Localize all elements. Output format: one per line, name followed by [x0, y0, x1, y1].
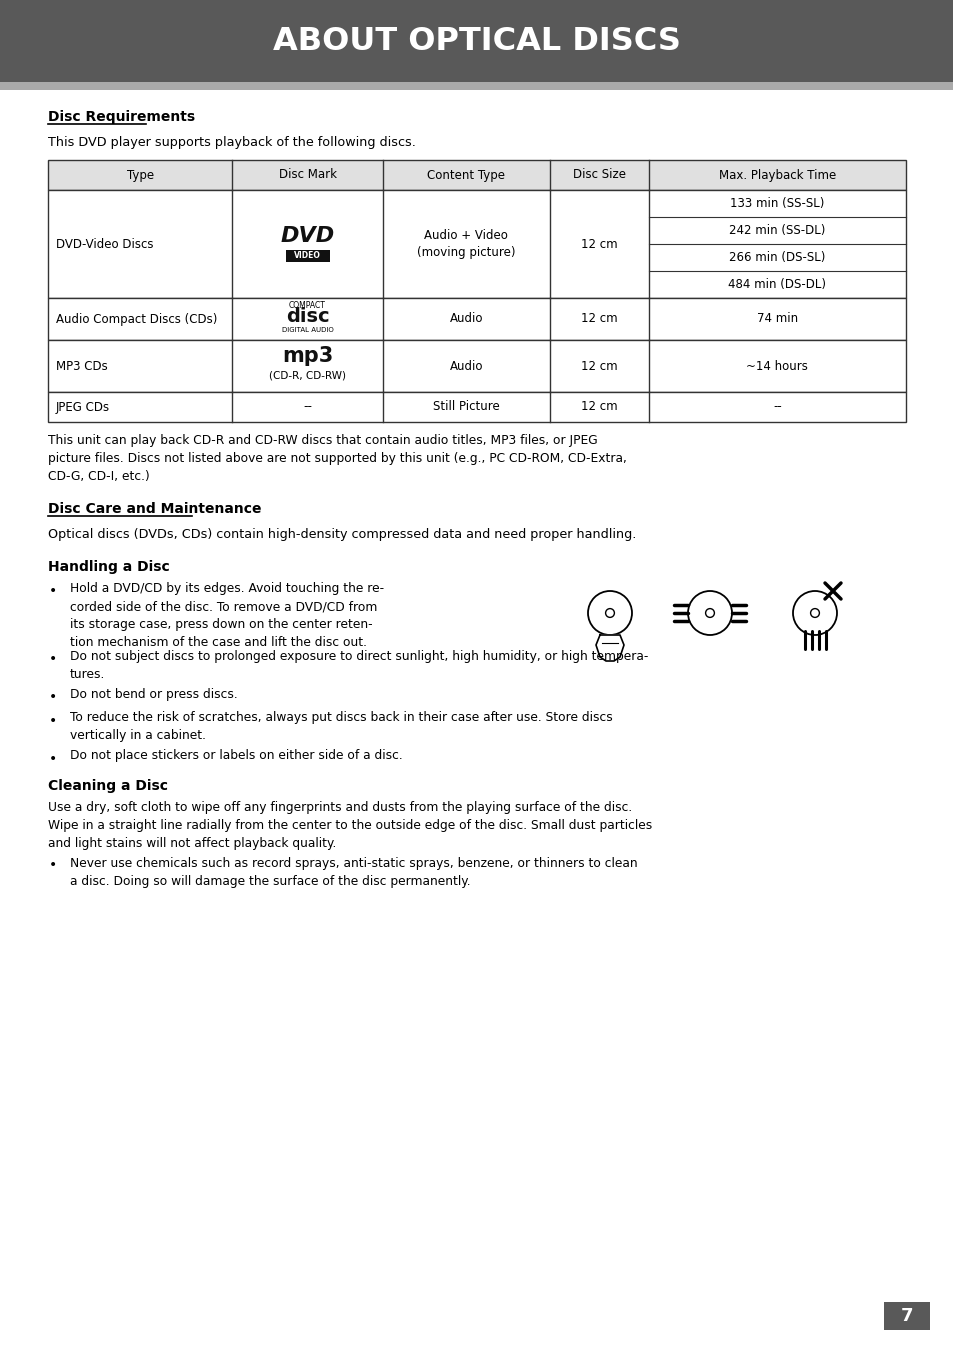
Bar: [48, 340, 905, 393]
Text: Do not place stickers or labels on either side of a disc.: Do not place stickers or labels on eithe…: [70, 750, 402, 762]
Text: This unit can play back CD-R and CD-RW discs that contain audio titles, MP3 file: This unit can play back CD-R and CD-RW d…: [48, 435, 626, 483]
Bar: [48, 298, 905, 340]
Text: Audio: Audio: [449, 313, 482, 325]
Bar: [48, 190, 905, 298]
Text: 133 min (SS-SL): 133 min (SS-SL): [729, 196, 823, 210]
Text: Never use chemicals such as record sprays, anti-static sprays, benzene, or thinn: Never use chemicals such as record spray…: [70, 857, 637, 887]
Text: Cleaning a Disc: Cleaning a Disc: [48, 779, 168, 793]
Text: MP3 CDs: MP3 CDs: [56, 360, 108, 372]
Text: disc: disc: [286, 307, 329, 326]
Text: 12 cm: 12 cm: [580, 313, 617, 325]
Text: mp3: mp3: [282, 347, 333, 366]
Text: 74 min: 74 min: [756, 313, 797, 325]
Text: (CD-R, CD-RW): (CD-R, CD-RW): [269, 371, 346, 380]
Text: 12 cm: 12 cm: [580, 360, 617, 372]
Text: Still Picture: Still Picture: [433, 401, 499, 413]
Bar: [285, 250, 329, 263]
Text: Disc Mark: Disc Mark: [278, 168, 336, 181]
Text: •: •: [49, 858, 57, 872]
Text: --: --: [772, 401, 781, 413]
Text: DVD: DVD: [280, 226, 335, 246]
Text: Audio: Audio: [449, 360, 482, 372]
Text: Max. Playback Time: Max. Playback Time: [718, 168, 835, 181]
Text: 242 min (SS-DL): 242 min (SS-DL): [728, 223, 824, 237]
Bar: [48, 160, 905, 190]
Text: VIDEO: VIDEO: [294, 252, 320, 260]
Text: Hold a DVD/CD by its edges. Avoid touching the re-
corded side of the disc. To r: Hold a DVD/CD by its edges. Avoid touchi…: [70, 582, 384, 649]
Text: Do not bend or press discs.: Do not bend or press discs.: [70, 688, 237, 701]
Text: Audio Compact Discs (CDs): Audio Compact Discs (CDs): [56, 313, 217, 325]
Text: •: •: [49, 751, 57, 765]
Text: DVD-Video Discs: DVD-Video Discs: [56, 237, 153, 250]
Text: To reduce the risk of scratches, always put discs back in their case after use. : To reduce the risk of scratches, always …: [70, 711, 612, 742]
Text: Disc Size: Disc Size: [572, 168, 625, 181]
Text: Disc Care and Maintenance: Disc Care and Maintenance: [48, 502, 261, 516]
Text: 12 cm: 12 cm: [580, 237, 617, 250]
Text: •: •: [49, 691, 57, 704]
Text: Audio + Video
(moving picture): Audio + Video (moving picture): [416, 229, 515, 259]
Text: 12 cm: 12 cm: [580, 401, 617, 413]
Text: Disc Requirements: Disc Requirements: [48, 110, 195, 125]
Text: --: --: [303, 401, 312, 413]
Text: Type: Type: [127, 168, 153, 181]
Text: •: •: [49, 714, 57, 727]
Bar: [48, 393, 905, 422]
Polygon shape: [596, 635, 623, 661]
Text: •: •: [49, 584, 57, 598]
Bar: [0, 83, 953, 89]
Text: Optical discs (DVDs, CDs) contain high-density compressed data and need proper h: Optical discs (DVDs, CDs) contain high-d…: [48, 528, 636, 542]
Text: JPEG CDs: JPEG CDs: [56, 401, 110, 413]
Text: COMPACT: COMPACT: [289, 301, 326, 310]
Bar: [0, 0, 953, 83]
Text: This DVD player supports playback of the following discs.: This DVD player supports playback of the…: [48, 135, 416, 149]
Text: 266 min (DS-SL): 266 min (DS-SL): [728, 250, 824, 264]
Text: Use a dry, soft cloth to wipe off any fingerprints and dusts from the playing su: Use a dry, soft cloth to wipe off any fi…: [48, 802, 652, 850]
Text: Content Type: Content Type: [427, 168, 505, 181]
Text: ~14 hours: ~14 hours: [745, 360, 807, 372]
Text: 484 min (DS-DL): 484 min (DS-DL): [727, 278, 825, 291]
Text: 7: 7: [900, 1307, 912, 1326]
Text: •: •: [49, 653, 57, 666]
Text: Do not subject discs to prolonged exposure to direct sunlight, high humidity, or: Do not subject discs to prolonged exposu…: [70, 650, 648, 681]
Text: Handling a Disc: Handling a Disc: [48, 561, 170, 574]
Text: DIGITAL AUDIO: DIGITAL AUDIO: [281, 328, 333, 333]
Text: ABOUT OPTICAL DISCS: ABOUT OPTICAL DISCS: [273, 26, 680, 57]
Bar: [883, 1303, 929, 1330]
